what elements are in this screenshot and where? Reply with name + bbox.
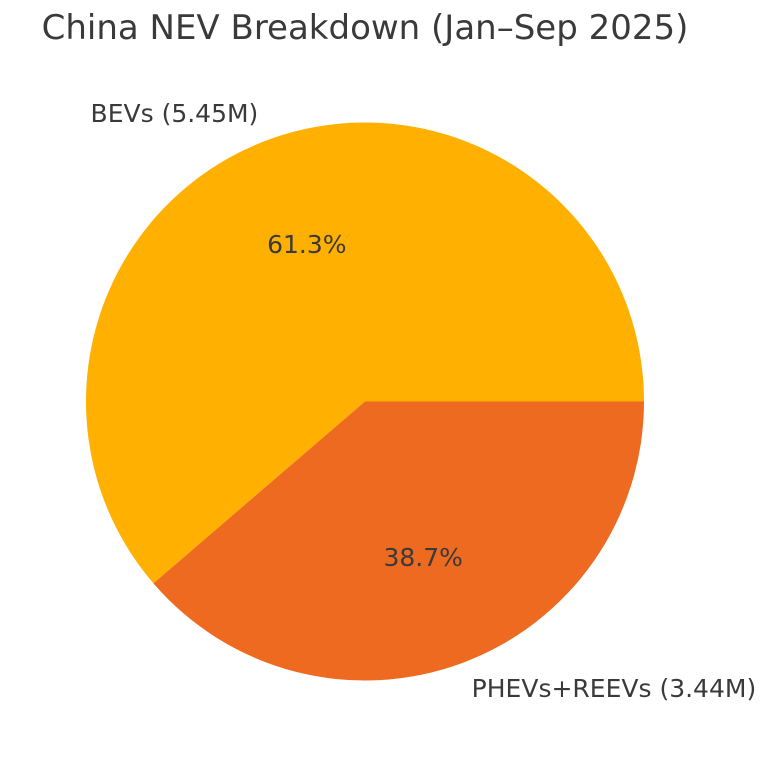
pie-slice-bevs	[86, 122, 645, 584]
slice-label-bevs: BEVs (5.45M)	[90, 98, 259, 128]
pct-label-bevs: 61.3%	[267, 229, 347, 259]
slice-label-phevs-reevs: PHEVs+REEVs (3.44M)	[471, 674, 757, 704]
pct-label-phevs-reevs: 38.7%	[383, 543, 463, 573]
pie-slice-phevs-reevs	[153, 401, 645, 681]
chart-title: China NEV Breakdown (Jan–Sep 2025)	[41, 8, 689, 48]
